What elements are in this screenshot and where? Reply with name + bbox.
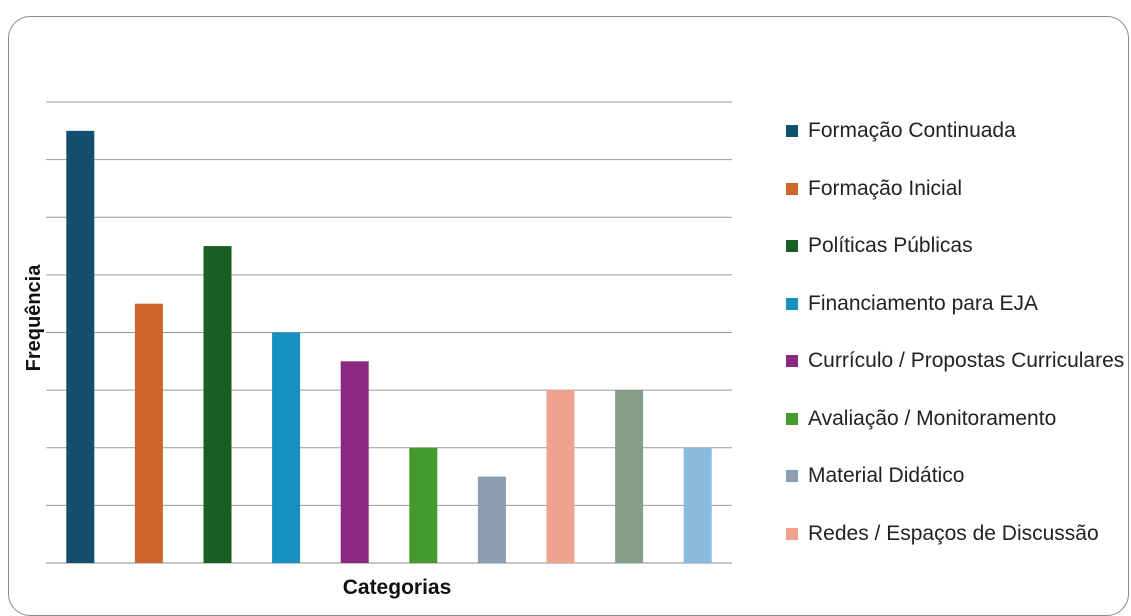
legend-label: Políticas Públicas	[808, 234, 973, 257]
bar-10	[683, 447, 712, 563]
bar-1	[66, 130, 95, 563]
legend-label: Material Didático	[808, 464, 965, 487]
bars	[66, 130, 712, 563]
legend-label: Avaliação / Monitoramento	[808, 407, 1057, 430]
legend-swatch	[786, 528, 798, 540]
bar-7	[477, 476, 506, 563]
bar-6	[409, 447, 438, 563]
legend-swatch	[786, 470, 798, 482]
legend-swatch	[786, 413, 798, 425]
legend-label: Redes / Espaços de Discussão	[808, 522, 1099, 545]
bar-5	[340, 361, 369, 563]
bar-3	[203, 246, 232, 563]
legend-label: Formação Inicial	[808, 177, 963, 200]
legend-swatch	[786, 183, 798, 195]
legend-swatch	[786, 355, 798, 367]
legend-swatch	[786, 240, 798, 252]
bar-2	[134, 303, 163, 563]
y-axis-title: Frequência	[23, 264, 45, 372]
legend-swatch	[786, 298, 798, 310]
bar-8	[546, 390, 575, 563]
bar-9	[615, 390, 644, 563]
legend-swatch	[786, 125, 798, 137]
legend-label: Currículo / Propostas Curriculares	[808, 349, 1125, 372]
bar-4	[272, 332, 301, 563]
bar-chart: Categorias Frequência	[23, 101, 732, 599]
legend-label: Financiamento para EJA	[808, 292, 1038, 315]
legend-label: Formação Continuada	[808, 119, 1016, 142]
x-axis-title: Categorias	[343, 576, 452, 599]
